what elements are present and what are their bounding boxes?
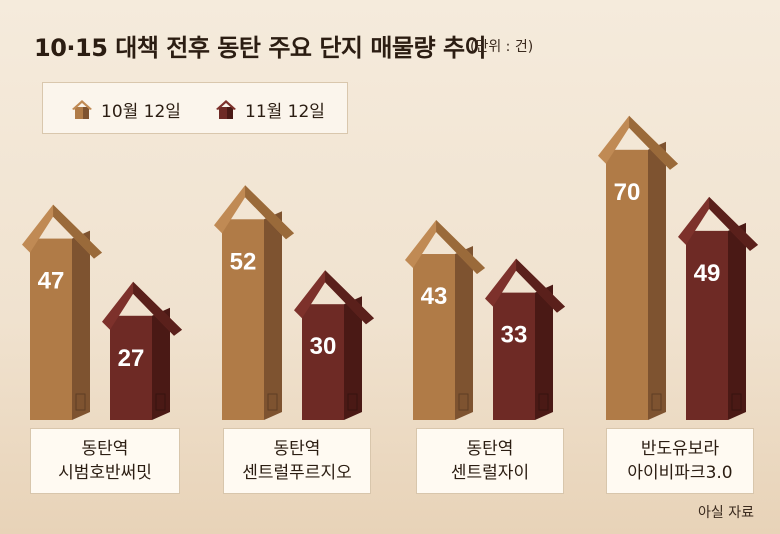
bar-door-2-0 [458,393,469,411]
bar-front-3-1 [686,230,728,420]
bar-door-0-1 [155,393,166,411]
bar-side-3-0 [648,141,666,421]
category-box-3: 반도유보라 아이비파크3.0 [606,428,754,494]
bar-front-0-0 [30,238,72,420]
chart-title: 10·15 대책 전후 동탄 주요 단지 매물량 추이 [34,34,487,62]
category-label-1: 동탄역 센트럴푸르지오 [242,439,352,483]
category-box-0: 동탄역 시범호반써밋 [30,428,180,494]
legend-label-oct: 10월 12일 [101,101,181,122]
bar-value-2-0: 43 [421,283,448,310]
category-box-1: 동탄역 센트럴푸르지오 [223,428,371,494]
bar-door-0-0 [75,393,86,411]
bar-roof-shade-3-0 [629,115,678,170]
category-box-2: 동탄역 센트럴자이 [416,428,564,494]
bar-roof-shade-2-0 [436,220,485,275]
bar-door-3-0 [651,393,662,411]
bar-side-0-1 [152,307,170,420]
bar-value-1-1: 30 [310,333,337,360]
legend-house-icon-nov [216,100,236,119]
bar-front-2-1 [493,292,535,420]
bar-side-1-1 [344,296,362,420]
legend: 10월 12일 11월 12일 [42,82,348,134]
bar-value-2-1: 33 [501,322,528,349]
bar-value-0-1: 27 [118,345,145,372]
bar-value-3-1: 49 [694,260,721,287]
source-note: 아실 자료 [698,505,754,521]
bar-value-0-0: 47 [38,268,65,295]
bar-roof-shade-3-1 [709,196,758,251]
category-label-3: 반도유보라 아이비파크3.0 [627,439,733,483]
bar-door-2-1 [538,393,549,411]
bar-door-3-1 [731,393,742,411]
bar-side-1-0 [264,211,282,420]
bar-value-3-0: 70 [614,179,641,206]
bar-front-3-0 [606,149,648,421]
bar-roof-shade-0-1 [133,281,182,336]
category-label-0: 동탄역 시범호반써밋 [58,439,152,483]
bar-side-2-0 [455,246,473,420]
legend-item-nov: 11월 12일 [215,97,325,122]
bar-front-2-0 [413,254,455,420]
bar-roof-shade-2-1 [516,258,565,313]
bar-side-2-1 [535,284,553,420]
legend-house-icon-oct [72,100,92,119]
bar-side-0-0 [72,230,90,420]
bar-front-0-1 [110,315,152,420]
bar-side-3-1 [728,222,746,420]
legend-label-nov: 11월 12일 [245,101,325,122]
bar-door-1-1 [347,393,358,411]
bar-roof-shade-1-0 [245,185,294,240]
bar-front-1-1 [302,304,344,420]
category-label-2: 동탄역 센트럴자이 [450,439,530,483]
bar-roof-shade-0-0 [53,204,102,259]
bar-roof-shade-1-1 [325,270,374,325]
legend-item-oct: 10월 12일 [71,97,181,122]
bar-value-1-0: 52 [230,248,257,275]
bar-front-1-0 [222,219,264,420]
bar-door-1-0 [267,393,278,411]
unit-note: (단위 : 건) [470,39,534,55]
